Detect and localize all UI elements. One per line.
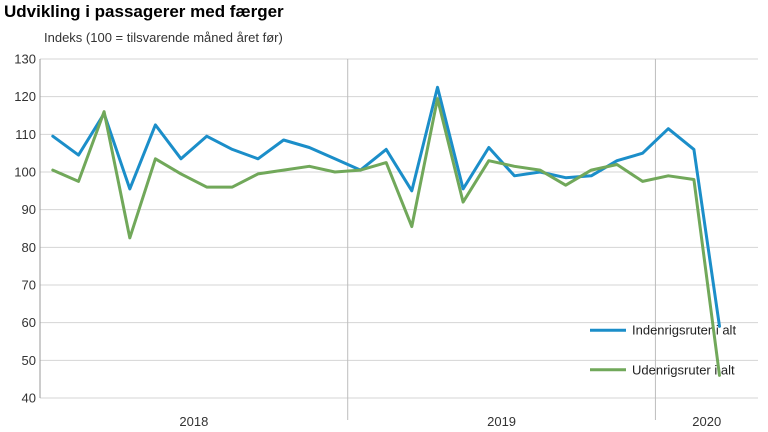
y-tick-label: 70 xyxy=(22,278,36,293)
y-tick-label: 110 xyxy=(15,127,36,142)
y-tick-label: 80 xyxy=(22,240,36,255)
x-year-label-2018: 2018 xyxy=(179,414,208,429)
chart-subtitle: Indeks (100 = tilsvarende måned året før… xyxy=(44,30,283,45)
x-year-label-2019: 2019 xyxy=(487,414,516,429)
y-tick-label: 120 xyxy=(14,89,36,104)
legend-label: Indenrigsruter i alt xyxy=(632,323,736,338)
y-tick-label: 100 xyxy=(14,165,36,180)
series-lines xyxy=(51,85,721,377)
x-year-label-2020: 2020 xyxy=(692,414,721,429)
y-axis: 130 120 110 100 90 80 70 60 50 40 xyxy=(14,52,41,406)
legend: Indenrigsruter i alt Udenrigsruter i alt xyxy=(590,323,736,377)
series-line-udenrigsruter xyxy=(51,97,721,377)
chart-title: Udvikling i passagerer med færger xyxy=(4,2,284,21)
y-tick-label: 50 xyxy=(22,353,36,368)
y-tick-label: 40 xyxy=(22,391,36,406)
series-line-indenrigsruter xyxy=(51,85,721,328)
legend-label: Udenrigsruter i alt xyxy=(632,362,735,377)
y-tick-label: 60 xyxy=(22,315,36,330)
y-tick-label: 130 xyxy=(14,52,36,67)
grid-lines xyxy=(40,58,758,399)
x-axis: 2018 2019 2020 xyxy=(179,59,721,429)
y-tick-label: 90 xyxy=(22,202,36,217)
